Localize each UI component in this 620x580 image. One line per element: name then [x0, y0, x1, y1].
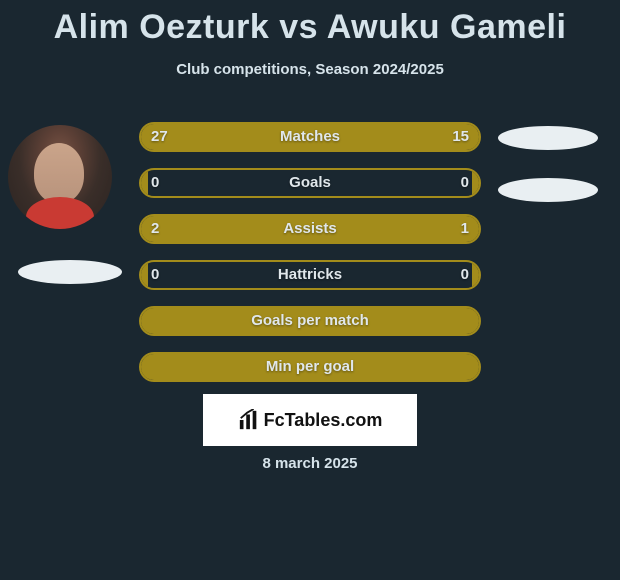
player-left-shadow	[18, 260, 122, 284]
fctables-logo: FcTables.com	[203, 394, 417, 446]
subtitle: Club competitions, Season 2024/2025	[0, 61, 620, 78]
bar-chart-icon	[238, 409, 260, 431]
player-left-avatar	[8, 125, 112, 229]
player-right-shadow-2	[498, 178, 598, 202]
stat-label: Min per goal	[141, 354, 479, 380]
stat-bar: 2715Matches	[139, 122, 481, 152]
player-right-shadow-1	[498, 126, 598, 150]
stat-bar: Goals per match	[139, 306, 481, 336]
stat-label: Matches	[141, 124, 479, 150]
stat-label: Goals per match	[141, 308, 479, 334]
stat-label: Goals	[141, 170, 479, 196]
stat-bar-list: 2715Matches 00Goals 21Assists 00Hattricks Go…	[139, 122, 481, 398]
stat-label: Assists	[141, 216, 479, 242]
stat-bar: Min per goal	[139, 352, 481, 382]
stat-bar: 00Goals	[139, 168, 481, 198]
stat-bar: 21Assists	[139, 214, 481, 244]
stat-label: Hattricks	[141, 262, 479, 288]
page-title: Alim Oezturk vs Awuku Gameli	[0, 0, 620, 47]
logo-text: FcTables.com	[264, 410, 383, 431]
stat-bar: 00Hattricks	[139, 260, 481, 290]
date-text: 8 march 2025	[0, 455, 620, 472]
